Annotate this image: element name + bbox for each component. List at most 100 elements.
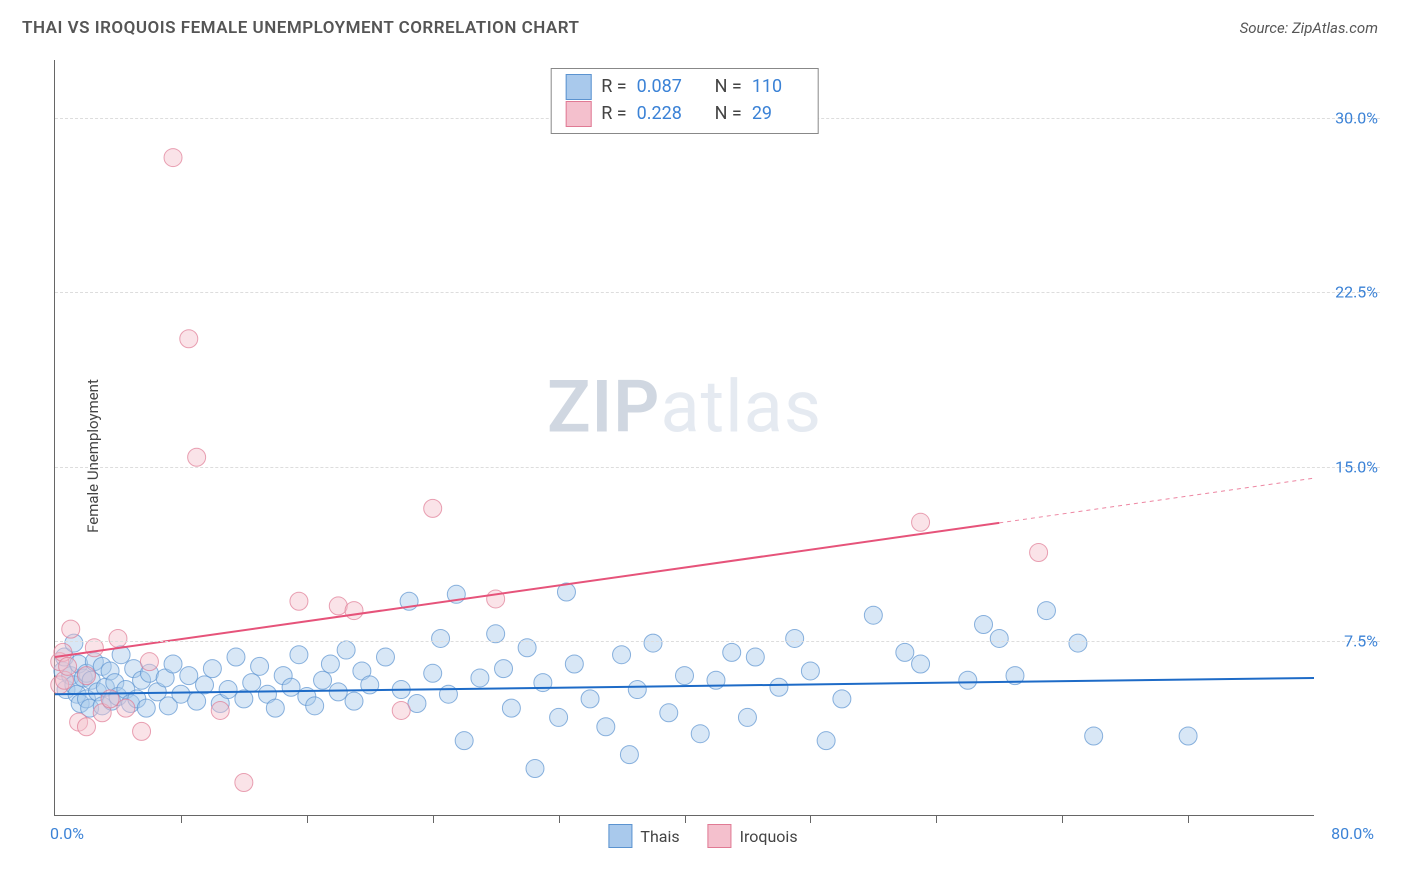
data-point (337, 641, 355, 659)
y-tick-label: 7.5% (1344, 631, 1380, 650)
data-point (691, 725, 709, 743)
data-point (137, 699, 155, 717)
data-point (180, 330, 198, 348)
n-label: N = (715, 100, 742, 127)
data-point (211, 701, 229, 719)
plot-svg (55, 60, 1314, 815)
data-point (833, 690, 851, 708)
data-point (282, 678, 300, 696)
chart-source: Source: ZipAtlas.com (1240, 19, 1378, 37)
n-label: N = (715, 73, 742, 100)
data-point (306, 697, 324, 715)
data-point (620, 746, 638, 764)
data-point (59, 657, 77, 675)
data-point (786, 629, 804, 647)
data-point (345, 602, 363, 620)
data-point (597, 718, 615, 736)
data-point (62, 620, 80, 638)
data-point (660, 704, 678, 722)
data-point (376, 648, 394, 666)
r-label: R = (601, 73, 626, 100)
data-point (723, 643, 741, 661)
thais-r-value: 0.087 (637, 73, 689, 100)
data-point (990, 629, 1008, 647)
chart-area: Female Unemployment ZIPatlas R = 0.087 N… (22, 52, 1384, 860)
data-point (912, 655, 930, 673)
data-point (345, 692, 363, 710)
stats-row-thais: R = 0.087 N = 110 (565, 73, 804, 100)
iroquois-swatch-icon (708, 824, 732, 848)
iroquois-swatch-icon (565, 101, 591, 127)
data-point (676, 667, 694, 685)
data-point (424, 664, 442, 682)
data-point (550, 708, 568, 726)
data-point (959, 671, 977, 689)
data-point (1085, 727, 1103, 745)
legend-item-iroquois: Iroquois (708, 824, 798, 848)
data-point (77, 718, 95, 736)
thais-swatch-icon (565, 74, 591, 100)
iroquois-n-value: 29 (752, 100, 786, 127)
trend-line (55, 523, 999, 657)
data-point (392, 701, 410, 719)
iroquois-legend-label: Iroquois (740, 827, 798, 846)
data-point (912, 513, 930, 531)
plot-region: ZIPatlas R = 0.087 N = 110 R = 0.228 N =… (54, 60, 1314, 816)
data-point (613, 646, 631, 664)
data-point (164, 655, 182, 673)
data-point (801, 662, 819, 680)
data-point (1069, 634, 1087, 652)
data-point (329, 597, 347, 615)
data-point (203, 660, 221, 678)
data-point (1037, 602, 1055, 620)
y-tick-label: 30.0% (1335, 109, 1380, 128)
data-point (133, 722, 151, 740)
data-point (455, 732, 473, 750)
data-point (77, 667, 95, 685)
data-point (746, 648, 764, 666)
data-point (109, 629, 127, 647)
thais-legend-label: Thais (640, 827, 679, 846)
data-point (321, 655, 339, 673)
y-tick-label: 15.0% (1335, 457, 1380, 476)
data-point (290, 646, 308, 664)
data-point (314, 671, 332, 689)
y-tick-label: 22.5% (1335, 283, 1380, 302)
x-max-label: 80.0% (1331, 824, 1374, 843)
thais-swatch-icon (608, 824, 632, 848)
data-point (896, 643, 914, 661)
data-point (188, 692, 206, 710)
data-point (266, 699, 284, 717)
data-point (227, 648, 245, 666)
data-point (738, 708, 756, 726)
data-point (526, 760, 544, 778)
data-point (502, 699, 520, 717)
chart-header: THAI VS IROQUOIS FEMALE UNEMPLOYMENT COR… (0, 0, 1406, 44)
data-point (644, 634, 662, 652)
data-point (251, 657, 269, 675)
chart-title: THAI VS IROQUOIS FEMALE UNEMPLOYMENT COR… (22, 18, 579, 38)
data-point (424, 499, 442, 517)
data-point (117, 699, 135, 717)
data-point (495, 660, 513, 678)
data-point (164, 149, 182, 167)
data-point (975, 616, 993, 634)
data-point (1030, 543, 1048, 561)
thais-n-value: 110 (752, 73, 804, 100)
data-point (432, 629, 450, 647)
r-label: R = (601, 100, 626, 127)
x-min-label: 0.0% (50, 824, 84, 843)
iroquois-r-value: 0.228 (637, 100, 689, 127)
data-point (864, 606, 882, 624)
data-point (439, 685, 457, 703)
data-point (770, 678, 788, 696)
data-point (188, 448, 206, 466)
series-legend: Thais Iroquois (608, 824, 797, 848)
data-point (243, 674, 261, 692)
data-point (471, 669, 489, 687)
data-point (180, 667, 198, 685)
data-point (140, 653, 158, 671)
data-point (581, 690, 599, 708)
stats-legend: R = 0.087 N = 110 R = 0.228 N = 29 (550, 68, 819, 134)
trend-line-dashed (999, 478, 1314, 523)
